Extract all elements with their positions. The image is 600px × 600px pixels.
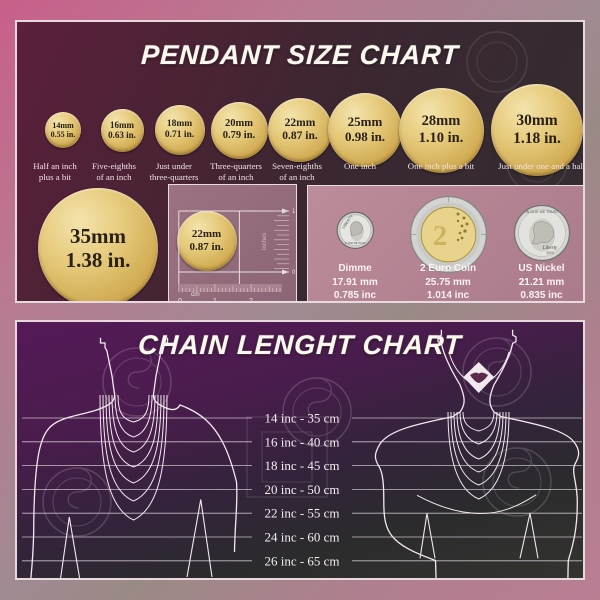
svg-text:2023: 2023 [546,251,554,255]
svg-text:16 inc - 40 cm: 16 inc - 40 cm [264,434,339,449]
svg-text:26 inc - 65 cm: 26 inc - 65 cm [264,553,339,568]
svg-text:1: 1 [213,298,217,303]
svg-text:inches: inches [262,233,268,250]
svg-text:0: 0 [178,298,182,303]
svg-text:18 inc - 45 cm: 18 inc - 45 cm [264,458,339,473]
svg-text:0: 0 [292,270,296,276]
svg-text:IN GOD WE TRUST: IN GOD WE TRUST [345,243,366,245]
svg-text:1: 1 [292,209,296,215]
svg-text:cm: cm [191,291,200,298]
svg-text:2: 2 [249,298,253,303]
svg-text:24 inc - 60 cm: 24 inc - 60 cm [264,530,339,545]
svg-text:IN GOD WE TRUST: IN GOD WE TRUST [526,210,559,214]
svg-text:22 inc - 55 cm: 22 inc - 55 cm [264,506,339,521]
svg-text:2: 2 [432,220,447,252]
svg-text:20 inc - 50 cm: 20 inc - 50 cm [264,482,339,497]
svg-text:14 inc - 35 cm: 14 inc - 35 cm [264,411,339,426]
